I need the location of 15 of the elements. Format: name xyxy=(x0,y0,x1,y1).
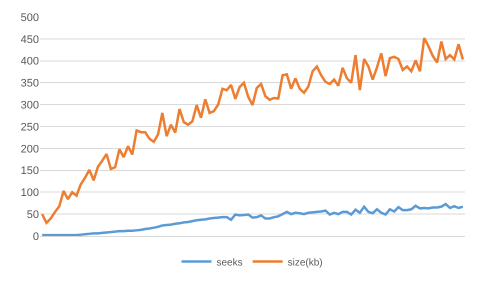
legend-label: seeks xyxy=(216,257,243,268)
line-series xyxy=(40,202,464,236)
y-tick-label: 500 xyxy=(20,12,39,24)
y-tick-label: 150 xyxy=(20,165,39,178)
y-tick-label: 300 xyxy=(20,99,39,112)
legend-label: size(kb) xyxy=(288,257,323,268)
y-tick-label: 400 xyxy=(20,56,39,68)
y-tick-label: 200 xyxy=(20,143,39,156)
y-tick-label: 0 xyxy=(32,230,39,243)
line-series xyxy=(40,36,464,224)
y-tick-label: 350 xyxy=(20,78,39,90)
y-tick-label: 100 xyxy=(20,187,39,200)
y-tick-label: 450 xyxy=(20,34,39,46)
y-tick-label: 250 xyxy=(20,121,39,134)
y-tick-label: 50 xyxy=(26,208,39,221)
